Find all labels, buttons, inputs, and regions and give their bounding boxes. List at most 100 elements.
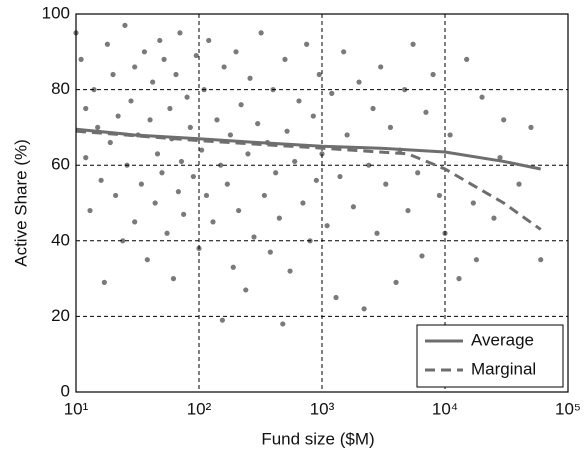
scatter-point: [491, 215, 497, 221]
scatter-point: [329, 90, 335, 96]
scatter-point: [447, 132, 453, 138]
scatter-point: [132, 219, 138, 225]
scatter-point: [218, 162, 224, 168]
scatter-point: [152, 200, 158, 206]
scatter-point: [419, 253, 425, 259]
scatter-point: [101, 279, 107, 285]
scatter-point: [110, 71, 116, 78]
y-tick-label: 100: [42, 3, 70, 22]
scatter-point: [177, 30, 183, 36]
scatter-point: [245, 151, 251, 157]
scatter-point: [501, 117, 507, 123]
scatter-point: [219, 317, 226, 323]
scatter-point: [138, 181, 144, 187]
scatter-point: [255, 121, 261, 127]
scatter-point: [107, 139, 113, 146]
scatter-point: [292, 158, 298, 165]
scatter-point: [479, 94, 485, 100]
scatter-point: [144, 257, 150, 263]
scatter-point: [95, 124, 101, 130]
scatter-point: [366, 162, 372, 168]
scatter-point: [333, 294, 339, 301]
y-tick-label: 20: [51, 306, 70, 325]
scatter-point: [341, 49, 347, 55]
scatter-point: [175, 189, 181, 195]
scatter-point: [402, 87, 408, 93]
scatter-point: [236, 207, 242, 214]
scatter-point: [261, 192, 267, 199]
scatter-point: [115, 113, 121, 119]
scatter-point: [473, 257, 479, 263]
scatter-point: [528, 124, 534, 130]
legend-label: Average: [471, 330, 534, 349]
scatter-point: [456, 276, 462, 282]
scatter-point: [122, 22, 128, 28]
scatter-point: [470, 200, 476, 206]
scatter-point: [296, 98, 302, 104]
scatter-point: [141, 49, 148, 55]
scatter-point: [157, 37, 163, 44]
scatter-point: [310, 113, 316, 119]
scatter-point: [181, 211, 187, 217]
scatter-point: [187, 124, 193, 130]
scatter-point: [210, 219, 216, 225]
y-tick-label: 60: [51, 155, 70, 174]
scatter-point: [300, 200, 306, 206]
scatter-point: [267, 249, 273, 255]
scatter-point: [83, 105, 89, 112]
scatter-point: [464, 56, 470, 62]
scatter-point: [238, 102, 244, 108]
scatter-point: [374, 230, 380, 236]
scatter-point: [104, 41, 110, 47]
scatter-point: [350, 204, 356, 210]
scatter-point: [243, 287, 249, 293]
scatter-point: [337, 173, 343, 180]
scatter-point: [436, 192, 442, 199]
scatter-point: [128, 98, 134, 104]
scatter-point: [497, 155, 503, 161]
scatter-point: [190, 173, 196, 180]
scatter-point: [120, 238, 126, 244]
y-tick-label: 80: [51, 79, 70, 98]
scatter-point: [83, 155, 89, 161]
scatter-point: [173, 71, 179, 78]
scatter-point: [410, 41, 416, 47]
y-axis-title: Active Share (%): [11, 139, 30, 267]
scatter-point: [393, 279, 399, 285]
scatter-point: [356, 79, 362, 85]
scatter-point: [150, 79, 156, 85]
scatter-point: [199, 147, 205, 153]
series-line: [75, 129, 542, 231]
scatter-point: [193, 52, 199, 59]
scatter-point: [161, 56, 167, 62]
scatter-point: [147, 117, 153, 123]
scatter-point: [423, 109, 429, 115]
plot-frame: [75, 13, 569, 393]
scatter-point: [227, 132, 233, 138]
scatter-point: [154, 151, 161, 157]
scatter-point: [516, 181, 522, 187]
x-axis-title: Fund size ($M): [261, 429, 374, 448]
scatter-point: [378, 64, 384, 70]
scatter-point: [251, 234, 257, 240]
scatter-point: [167, 105, 173, 112]
scatter-point: [287, 268, 293, 274]
scatter-point: [415, 170, 421, 176]
scatter-point: [276, 215, 282, 221]
scatter-point: [87, 207, 93, 214]
scatter-point: [224, 181, 230, 187]
y-tick-label: 0: [61, 381, 70, 400]
scatter-point: [319, 151, 325, 157]
scatter-point: [221, 64, 227, 70]
scatter-point: [233, 49, 239, 55]
y-tick-label: 40: [51, 230, 70, 249]
scatter-point: [78, 56, 84, 62]
scatter-point: [284, 128, 290, 134]
scatter-point: [344, 132, 350, 138]
scatter-point: [405, 207, 411, 214]
scatter-point: [387, 124, 394, 130]
scatter-point: [113, 192, 119, 199]
scatter-point: [98, 177, 104, 183]
x-tick-label: 10⁵: [555, 399, 581, 418]
